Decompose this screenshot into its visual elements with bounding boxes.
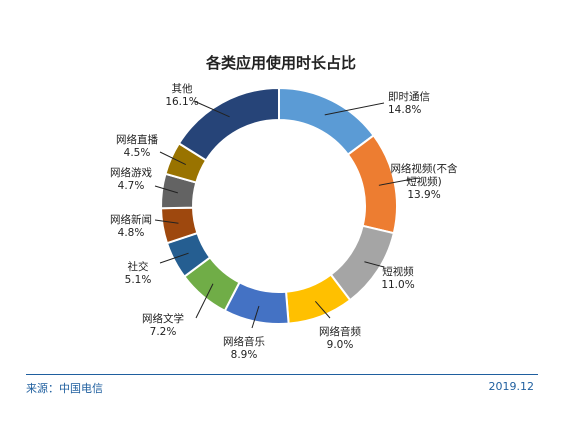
leader-line-8 bbox=[154, 185, 178, 194]
slice-value-8: 4.7% bbox=[118, 180, 145, 192]
slice-value-5: 7.2% bbox=[150, 326, 177, 338]
slice-1 bbox=[346, 134, 398, 235]
leader-line-1 bbox=[378, 177, 419, 186]
slice-name-1: 网络视频(不含 bbox=[390, 162, 458, 175]
chart-title: 各类应用使用时长占比 bbox=[205, 54, 356, 72]
leader-line-2 bbox=[364, 261, 385, 268]
slice-name-1: 短视频) bbox=[406, 175, 442, 188]
slice-label-10: 其他 16.1% bbox=[165, 82, 198, 108]
slice-name-4: 网络音乐 bbox=[223, 335, 265, 348]
slice-name-5: 网络文学 bbox=[142, 312, 184, 325]
slice-label-4: 网络音乐 8.9% bbox=[223, 335, 265, 361]
slice-0 bbox=[278, 86, 375, 156]
slice-value-4: 8.9% bbox=[231, 349, 258, 361]
leader-line-3 bbox=[314, 300, 331, 319]
slice-label-5: 网络文学 7.2% bbox=[142, 312, 184, 338]
slice-name-3: 网络音频 bbox=[319, 325, 361, 338]
slice-name-7: 网络新闻 bbox=[110, 213, 152, 226]
slice-value-7: 4.8% bbox=[118, 227, 145, 239]
slice-value-1: 13.9% bbox=[407, 189, 440, 201]
slice-value-6: 5.1% bbox=[125, 274, 152, 286]
slice-value-9: 4.5% bbox=[124, 147, 151, 159]
slice-name-2: 短视频 bbox=[382, 265, 414, 278]
footer-divider bbox=[26, 374, 538, 375]
slice-label-6: 社交 5.1% bbox=[125, 260, 152, 286]
leader-line-5 bbox=[195, 283, 214, 319]
slice-label-1: 网络视频(不含短视频) 13.9% bbox=[390, 162, 458, 201]
leader-line-0 bbox=[324, 102, 385, 116]
leader-line-7 bbox=[154, 219, 179, 224]
slice-label-3: 网络音频 9.0% bbox=[319, 325, 361, 351]
slice-label-0: 即时通信 14.8% bbox=[388, 91, 430, 116]
slice-name-0: 即时通信 bbox=[388, 91, 430, 103]
leader-line-4 bbox=[251, 305, 260, 329]
leader-line-6 bbox=[159, 252, 189, 264]
slice-value-10: 16.1% bbox=[165, 96, 198, 108]
slice-name-8: 网络游戏 bbox=[110, 166, 152, 179]
slice-label-2: 短视频 11.0% bbox=[381, 265, 414, 291]
slice-label-8: 网络游戏 4.7% bbox=[110, 166, 152, 192]
slice-label-7: 网络新闻 4.8% bbox=[110, 213, 152, 239]
slice-value-2: 11.0% bbox=[381, 279, 414, 291]
date-note: 2019.12 bbox=[488, 380, 535, 393]
slice-10 bbox=[177, 86, 280, 162]
slice-value-3: 9.0% bbox=[327, 339, 354, 351]
slice-label-9: 网络直播 4.5% bbox=[116, 133, 158, 159]
leader-line-9 bbox=[159, 151, 186, 166]
slice-value-0: 14.8% bbox=[388, 104, 421, 116]
slice-name-10: 其他 bbox=[172, 82, 193, 95]
source-note: 来源：中国电信 bbox=[26, 382, 103, 395]
slice-name-6: 社交 bbox=[128, 260, 149, 273]
leader-line-10 bbox=[193, 100, 230, 118]
slice-name-9: 网络直播 bbox=[116, 133, 158, 146]
